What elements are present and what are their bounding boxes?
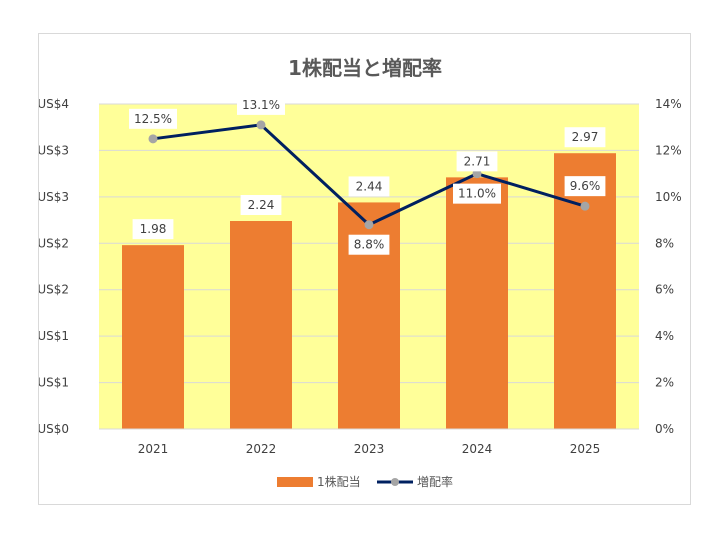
y-right-tick-label: 14% bbox=[655, 97, 682, 111]
y-left-tick-label: US$2 bbox=[39, 236, 69, 250]
bar-value-label-text: 2.71 bbox=[464, 154, 491, 168]
y-right-tick-label: 12% bbox=[655, 143, 682, 157]
chart-frame: 1株配当と増配率 US$0 US$1 US$1 US$2 US$2 US$3 US$3 US$… bbox=[38, 33, 691, 505]
line-value-label-bg bbox=[348, 234, 390, 255]
line-point bbox=[364, 220, 374, 230]
y-left-tick-label: US$3 bbox=[39, 143, 69, 157]
x-tick-label: 2021 bbox=[138, 442, 169, 456]
bar-value-label-bg bbox=[564, 127, 606, 148]
line-value-label: 8.8% bbox=[348, 234, 390, 255]
line-value-label: 13.1% bbox=[237, 94, 285, 115]
line-point bbox=[148, 134, 158, 144]
axes: US$0 US$1 US$1 US$2 US$2 US$3 US$3 US$4 0% 2% 4% 6%… bbox=[39, 97, 682, 456]
bar-value-label: 2.24 bbox=[240, 195, 282, 215]
bar-series bbox=[122, 153, 616, 429]
line-value-label-text: 12.5% bbox=[134, 112, 172, 126]
line-point bbox=[256, 120, 266, 130]
y-left-tick-label: US$4 bbox=[39, 97, 69, 111]
y-right-tick-label: 10% bbox=[655, 190, 682, 204]
line-value-label-bg bbox=[129, 108, 177, 129]
line-value-label-bg bbox=[453, 183, 501, 204]
y-right-tick-label: 4% bbox=[655, 329, 674, 343]
bar-value-label-text: 2.97 bbox=[572, 130, 599, 144]
y-left-tick-label: US$1 bbox=[39, 376, 69, 390]
y-left-tick-label: US$2 bbox=[39, 283, 69, 297]
line-value-label-text: 9.6% bbox=[570, 179, 601, 193]
line-value-label-bg bbox=[237, 94, 285, 115]
y-right-tick-label: 6% bbox=[655, 283, 674, 297]
bar bbox=[230, 221, 292, 429]
legend-label-bar: 1株配当 bbox=[317, 474, 361, 489]
chart-svg: 1株配当と増配率 US$0US$1US$1US$2US$2US$3US$3US$… bbox=[39, 56, 682, 489]
line-value-label: 12.5% bbox=[129, 108, 177, 129]
legend-swatch-marker bbox=[391, 478, 399, 486]
y-right-tick-label: 2% bbox=[655, 376, 674, 390]
data-labels: 1.98 2.24 2.44 2.71 2.97 12.5% 13.1% 8.8% 11.0% 9… bbox=[129, 94, 606, 255]
bar-value-label-bg bbox=[240, 195, 282, 215]
bar-value-label-bg bbox=[348, 176, 390, 197]
y-left-tick-label: US$1 bbox=[39, 329, 69, 343]
bar-value-label: 2.71 bbox=[456, 151, 498, 172]
line-series bbox=[148, 120, 590, 230]
y-right-tick-label: 8% bbox=[655, 236, 674, 250]
line-value-label-text: 11.0% bbox=[458, 187, 496, 201]
y-left-tick-label: US$0 bbox=[39, 422, 69, 436]
bar-value-label-text: 2.24 bbox=[248, 198, 275, 212]
x-tick-label: 2023 bbox=[354, 442, 385, 456]
legend-label-line: 増配率 bbox=[417, 474, 453, 489]
line-value-label-text: 8.8% bbox=[354, 238, 385, 252]
y-left-tick-label: US$3 bbox=[39, 190, 69, 204]
line-point bbox=[580, 201, 590, 211]
line-value-label: 9.6% bbox=[564, 176, 606, 197]
chart-title: 1株配当と増配率 bbox=[288, 56, 442, 80]
y-right-tick-label: 0% bbox=[655, 422, 674, 436]
line-value-label: 11.0% bbox=[453, 183, 501, 204]
line-value-label-text: 13.1% bbox=[242, 98, 280, 112]
legend-swatch-bar bbox=[277, 477, 313, 487]
line-value-label-bg bbox=[564, 176, 606, 197]
x-tick-label: 2024 bbox=[462, 442, 493, 456]
bar-value-label-text: 1.98 bbox=[140, 222, 167, 236]
bar-value-label-bg bbox=[456, 151, 498, 172]
x-tick-label: 2022 bbox=[246, 442, 277, 456]
bar-value-label: 2.44 bbox=[348, 176, 390, 197]
legend: 1株配当 増配率 bbox=[277, 474, 453, 489]
x-tick-label: 2025 bbox=[570, 442, 601, 456]
bar-value-label: 1.98 bbox=[132, 219, 174, 240]
bar bbox=[446, 177, 508, 429]
bar-value-label-bg bbox=[132, 219, 174, 240]
bar-value-label: 2.97 bbox=[564, 127, 606, 148]
bar-value-label-text: 2.44 bbox=[356, 179, 383, 193]
bar bbox=[122, 245, 184, 429]
